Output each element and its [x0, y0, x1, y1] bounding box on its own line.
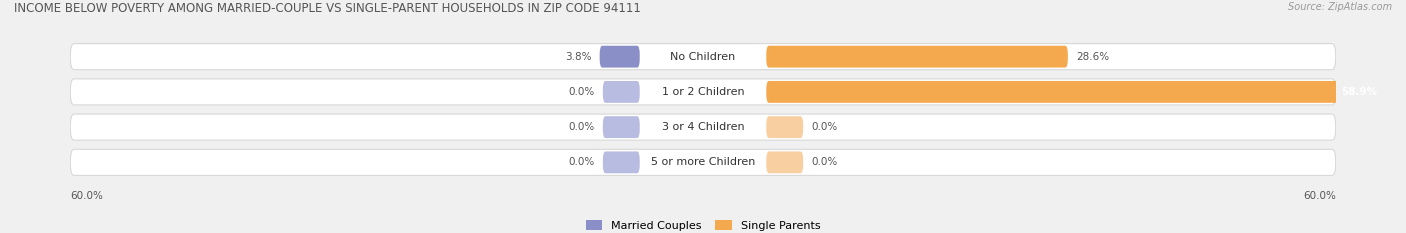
Text: 0.0%: 0.0% — [811, 157, 838, 167]
Text: 0.0%: 0.0% — [568, 122, 595, 132]
Legend: Married Couples, Single Parents: Married Couples, Single Parents — [586, 220, 820, 231]
Text: No Children: No Children — [671, 52, 735, 62]
Text: 3 or 4 Children: 3 or 4 Children — [662, 122, 744, 132]
Text: 60.0%: 60.0% — [70, 191, 103, 201]
FancyBboxPatch shape — [599, 46, 640, 68]
FancyBboxPatch shape — [70, 44, 1336, 70]
FancyBboxPatch shape — [766, 151, 803, 173]
FancyBboxPatch shape — [70, 149, 1336, 175]
Text: INCOME BELOW POVERTY AMONG MARRIED-COUPLE VS SINGLE-PARENT HOUSEHOLDS IN ZIP COD: INCOME BELOW POVERTY AMONG MARRIED-COUPL… — [14, 2, 641, 15]
FancyBboxPatch shape — [766, 81, 1388, 103]
Text: 1 or 2 Children: 1 or 2 Children — [662, 87, 744, 97]
Text: 0.0%: 0.0% — [811, 122, 838, 132]
Text: 60.0%: 60.0% — [1303, 191, 1336, 201]
Text: 0.0%: 0.0% — [568, 87, 595, 97]
Text: 58.9%: 58.9% — [1341, 87, 1376, 97]
Text: 28.6%: 28.6% — [1077, 52, 1109, 62]
FancyBboxPatch shape — [603, 151, 640, 173]
FancyBboxPatch shape — [70, 79, 1336, 105]
Text: Source: ZipAtlas.com: Source: ZipAtlas.com — [1288, 2, 1392, 12]
FancyBboxPatch shape — [603, 116, 640, 138]
Text: 0.0%: 0.0% — [568, 157, 595, 167]
Text: 3.8%: 3.8% — [565, 52, 591, 62]
FancyBboxPatch shape — [766, 46, 1069, 68]
Text: 5 or more Children: 5 or more Children — [651, 157, 755, 167]
FancyBboxPatch shape — [70, 114, 1336, 140]
FancyBboxPatch shape — [603, 81, 640, 103]
FancyBboxPatch shape — [766, 116, 803, 138]
